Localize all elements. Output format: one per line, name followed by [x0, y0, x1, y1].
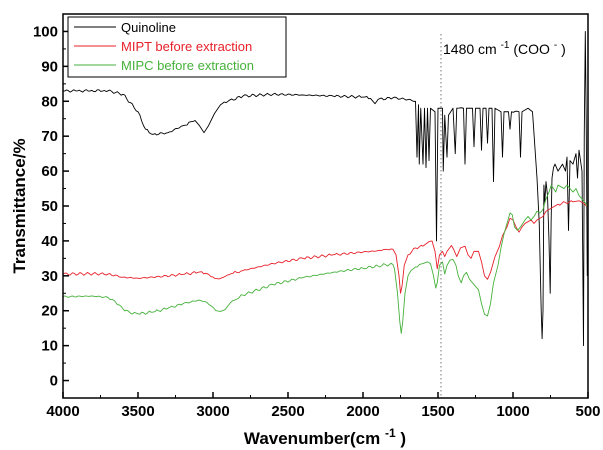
y-tick-label: 10 [41, 338, 58, 355]
annotation-text-mid: (COO [513, 41, 550, 57]
series-line-2 [63, 200, 587, 294]
y-axis-title: Transmittance/% [10, 138, 29, 273]
annotation-text-pre: 1480 cm [443, 41, 497, 57]
x-tick-label: 2000 [346, 403, 379, 420]
y-tick-label: 70 [41, 128, 58, 145]
x-tick-label: 3500 [121, 403, 154, 420]
legend: Quinoline MIPT before extraction MIPC befo… [67, 16, 287, 78]
x-axis-title-end: ) [400, 429, 406, 448]
y-axis-ticks: 0 10 20 30 40 50 60 70 80 90 100 [33, 23, 69, 399]
series-line-1 [63, 31, 588, 347]
x-axis-title: Wavenumber(cm -1 ) [244, 422, 406, 448]
annotation-1480: 1480 cm -1 (COO - ) [443, 35, 566, 57]
y-tick-label: 60 [41, 163, 58, 180]
x-axis-title-sup: -1 [385, 426, 396, 440]
x-tick-label: 1000 [496, 403, 529, 420]
x-tick-label: 3000 [196, 403, 229, 420]
y-tick-label: 40 [41, 233, 58, 250]
y-tick-label: 0 [50, 373, 58, 390]
legend-label: MIPT before extraction [121, 39, 252, 54]
y-tick-label: 80 [41, 93, 58, 110]
x-tick-label: 4000 [46, 403, 79, 420]
y-tick-label: 100 [33, 23, 58, 40]
legend-label: Quinoline [121, 20, 176, 35]
series-line-3 [63, 184, 588, 334]
annotation-text-post: ) [561, 41, 566, 57]
y-tick-label: 30 [41, 268, 58, 285]
y-tick-label: 90 [41, 58, 58, 75]
y-tick-label: 50 [41, 198, 58, 215]
annotation-text-sup1: -1 [501, 40, 510, 51]
y-tick-label: 20 [41, 303, 58, 320]
x-tick-label: 1500 [421, 403, 454, 420]
x-tick-label: 500 [575, 403, 600, 420]
x-tick-label: 2500 [271, 403, 304, 420]
legend-label: MIPC before extraction [121, 58, 254, 73]
annotation-text-sup2: - [554, 40, 557, 51]
x-axis-ticks: 4000 3500 3000 2500 2000 1500 1000 500 [46, 392, 601, 420]
x-axis-title-main: Wavenumber(cm [244, 429, 380, 448]
series-layer [63, 31, 588, 347]
